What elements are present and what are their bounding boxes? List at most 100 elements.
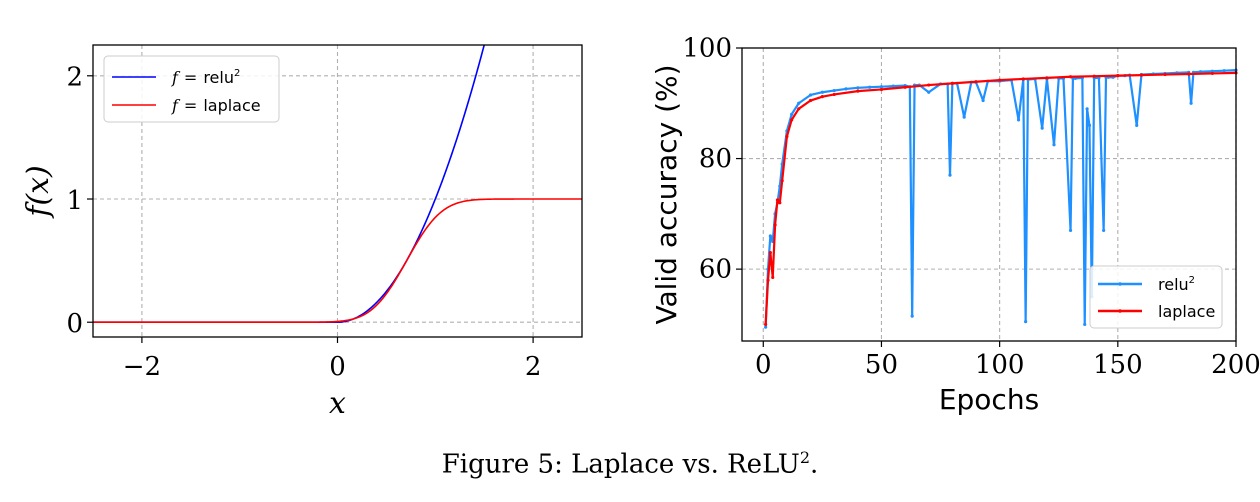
data-point <box>1116 74 1120 78</box>
caption-text: Figure 5: Laplace vs. ReLU <box>441 449 800 480</box>
right-chart-x-axis-label: Epochs <box>939 383 1039 416</box>
x-tick-label: 50 <box>865 350 898 380</box>
data-point <box>790 118 794 122</box>
data-point <box>785 134 789 139</box>
data-point <box>1052 143 1056 147</box>
data-point <box>1016 118 1021 122</box>
y-tick-label: 60 <box>699 255 732 285</box>
data-point <box>1187 72 1191 76</box>
data-point <box>998 78 1002 82</box>
data-point <box>1083 322 1087 327</box>
right-chart-ticks: 0 50 100 150 200 60 80 100 <box>682 33 1260 380</box>
data-point <box>790 112 794 116</box>
data-point <box>856 89 860 93</box>
data-point <box>927 90 931 94</box>
data-point <box>1068 228 1073 233</box>
data-point <box>856 86 860 90</box>
right-chart-legend: relu2 laplace <box>1089 265 1223 329</box>
legend-fn: laplace <box>203 96 260 115</box>
legend-entry-relu: f = relu2 <box>171 68 240 87</box>
data-point <box>1040 126 1044 130</box>
data-point <box>780 179 784 183</box>
data-point <box>962 115 966 119</box>
data-point <box>1198 70 1203 74</box>
right-chart-y-axis-label: Valid accuracy (%) <box>650 64 683 324</box>
data-point <box>1021 77 1025 81</box>
left-chart-y-axis-label: f(x) <box>21 165 56 218</box>
data-point <box>1222 69 1226 73</box>
y-tick-label: 1 <box>66 186 83 216</box>
data-point <box>832 92 836 97</box>
right-chart-frame <box>741 47 1237 342</box>
caption-suffix: . <box>810 449 819 480</box>
left-chart-legend: f = relu2 f = laplace <box>103 55 280 123</box>
data-point <box>820 95 824 99</box>
legend-entry-relu: relu2 <box>1158 275 1195 294</box>
y-tick-label: 100 <box>682 33 732 63</box>
data-point <box>948 173 952 177</box>
data-point <box>808 93 813 97</box>
data-point <box>879 85 884 89</box>
data-point <box>1189 101 1193 105</box>
data-point <box>1210 71 1214 76</box>
x-tick-label: 200 <box>1211 350 1260 380</box>
legend-f: f <box>171 68 181 87</box>
legend-sup: 2 <box>1189 275 1195 286</box>
y-tick-label: 0 <box>66 309 83 339</box>
data-point <box>1139 73 1144 77</box>
legend-entry-laplace: f = laplace <box>171 96 261 115</box>
legend-f: f <box>171 96 181 115</box>
data-point <box>775 198 780 202</box>
data-point <box>771 275 775 280</box>
data-point <box>1087 123 1092 127</box>
data-point <box>768 250 772 255</box>
data-point <box>797 107 801 111</box>
data-point <box>910 314 914 318</box>
data-point <box>1024 320 1028 324</box>
x-tick-label: 0 <box>755 350 772 380</box>
data-point <box>773 223 777 227</box>
left-chart-x-axis-label: x <box>329 386 346 421</box>
legend-fn: relu <box>1158 275 1189 294</box>
caption-superscript: 2 <box>799 448 811 467</box>
series-line-laplace <box>93 198 582 324</box>
data-point <box>764 325 768 329</box>
legend-marker <box>1118 309 1122 313</box>
y-tick-label: 80 <box>699 144 732 174</box>
data-point <box>1102 228 1106 233</box>
left-chart-series <box>93 45 582 324</box>
data-point <box>868 85 872 89</box>
data-point <box>1210 69 1214 73</box>
data-point <box>797 101 801 105</box>
data-point <box>950 81 954 85</box>
x-tick-label: 100 <box>975 350 1025 380</box>
legend-sup: 2 <box>234 68 240 79</box>
data-point <box>879 87 884 92</box>
y-tick-label: 2 <box>66 63 83 93</box>
data-point <box>820 90 824 94</box>
validation-accuracy-chart: 0 50 100 150 200 60 80 100 Epochs Valid accurac… <box>650 33 1260 416</box>
left-chart-ticks: −2 0 2 0 1 2 <box>66 63 541 382</box>
figure-caption: Figure 5: Laplace vs. ReLU2. <box>0 448 1260 480</box>
data-point <box>974 80 978 84</box>
data-point <box>844 87 848 91</box>
x-tick-label: 0 <box>329 352 346 382</box>
data-point <box>981 98 985 103</box>
data-point <box>1045 76 1049 80</box>
data-point <box>768 234 772 238</box>
x-tick-label: 150 <box>1093 350 1143 380</box>
data-point <box>766 278 770 282</box>
data-point <box>1092 74 1096 78</box>
data-point <box>927 83 931 87</box>
data-point <box>832 88 836 93</box>
legend-entry-laplace: laplace <box>1158 302 1215 321</box>
legend-eq: = <box>184 68 197 87</box>
legend-fn: laplace <box>1158 302 1215 321</box>
data-point <box>891 84 895 88</box>
data-point <box>808 98 813 103</box>
legend-eq: = <box>184 96 197 115</box>
data-point <box>903 85 907 89</box>
legend-fn: relu <box>203 68 234 87</box>
